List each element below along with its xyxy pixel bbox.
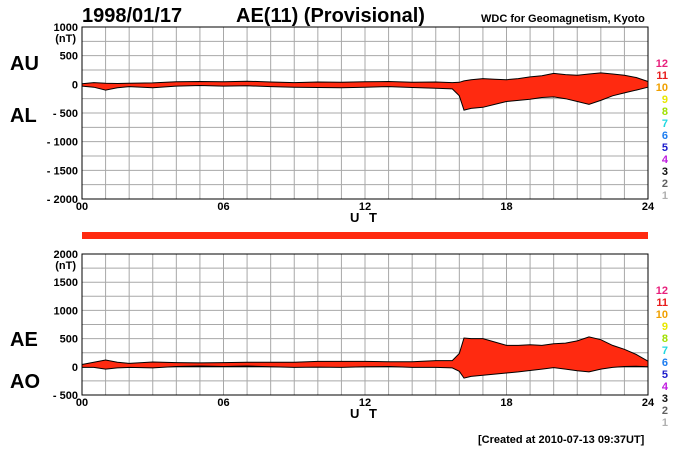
x-tick-label: 24 [642, 201, 655, 213]
index-area-fill [82, 336, 648, 379]
x-tick-label: 06 [217, 201, 229, 213]
y-tick-label: - 500 [53, 108, 78, 120]
lower-envelope-line [81, 84, 649, 111]
x-tick-label: 18 [500, 397, 512, 409]
y-tick-label: 500 [60, 334, 78, 346]
x-tick-label: 00 [76, 201, 88, 213]
source-label: WDC for Geomagnetism, Kyoto [481, 13, 645, 25]
x-tick-label: 00 [76, 397, 88, 409]
upper-envelope-line [81, 72, 649, 85]
lower-envelope-line [82, 365, 649, 379]
separator-bar [82, 232, 648, 239]
y-tick-label: - 1000 [47, 137, 78, 149]
station-count-5: 5 [662, 369, 668, 381]
upper-series-label: AE [10, 329, 38, 351]
y-tick-label: 1000 [54, 22, 78, 34]
x-tick-label: 12 [359, 397, 371, 409]
lower-series-label: AL [10, 105, 37, 127]
station-count-7: 7 [662, 345, 668, 357]
y-tick-label: 2000 [54, 249, 78, 261]
y-tick-label: - 2000 [47, 194, 78, 206]
station-count-9: 9 [662, 94, 668, 106]
chart-title: AE(11) (Provisional) [236, 5, 425, 27]
station-count-6: 6 [662, 357, 668, 369]
station-count-4: 4 [662, 154, 669, 166]
station-count-11: 11 [656, 70, 668, 82]
plot-frame [81, 253, 649, 396]
station-count-11: 11 [656, 297, 668, 309]
y-tick-label: 500 [60, 51, 78, 63]
station-count-6: 6 [662, 130, 668, 142]
station-count-5: 5 [662, 142, 668, 154]
x-tick-label: 12 [359, 201, 371, 213]
lower-series-label: AO [10, 371, 40, 393]
created-timestamp: [Created at 2010-07-13 09:37UT] [478, 434, 645, 446]
x-tick-label: 24 [642, 397, 655, 409]
station-count-1: 1 [662, 417, 668, 429]
x-axis-label: U T [350, 406, 380, 421]
y-tick-label: 1000 [54, 305, 78, 317]
unit-label: (nT) [55, 260, 76, 272]
upper-series-label: AU [10, 53, 39, 75]
station-count-12: 12 [656, 285, 668, 297]
station-count-3: 3 [662, 393, 668, 405]
y-tick-label: 0 [72, 362, 78, 374]
station-count-12: 12 [656, 58, 668, 70]
station-count-2: 2 [662, 405, 668, 417]
y-tick-label: 0 [72, 79, 78, 91]
x-tick-label: 18 [500, 201, 512, 213]
unit-label: (nT) [55, 33, 76, 45]
station-count-10: 10 [656, 309, 668, 321]
date-heading: 1998/01/17 [82, 5, 182, 27]
y-tick-label: - 500 [53, 390, 78, 402]
station-count-4: 4 [662, 381, 669, 393]
station-count-8: 8 [662, 106, 668, 118]
station-count-3: 3 [662, 166, 668, 178]
station-count-2: 2 [662, 178, 668, 190]
station-count-8: 8 [662, 333, 668, 345]
station-count-7: 7 [662, 118, 668, 130]
upper-envelope-line [81, 336, 649, 365]
y-tick-label: - 1500 [47, 165, 78, 177]
plot-frame [81, 26, 649, 200]
x-axis-label: U T [350, 210, 380, 225]
station-count-1: 1 [662, 190, 668, 202]
y-tick-label: 1500 [54, 277, 78, 289]
station-count-9: 9 [662, 321, 668, 333]
station-count-10: 10 [656, 82, 668, 94]
x-tick-label: 06 [217, 397, 229, 409]
